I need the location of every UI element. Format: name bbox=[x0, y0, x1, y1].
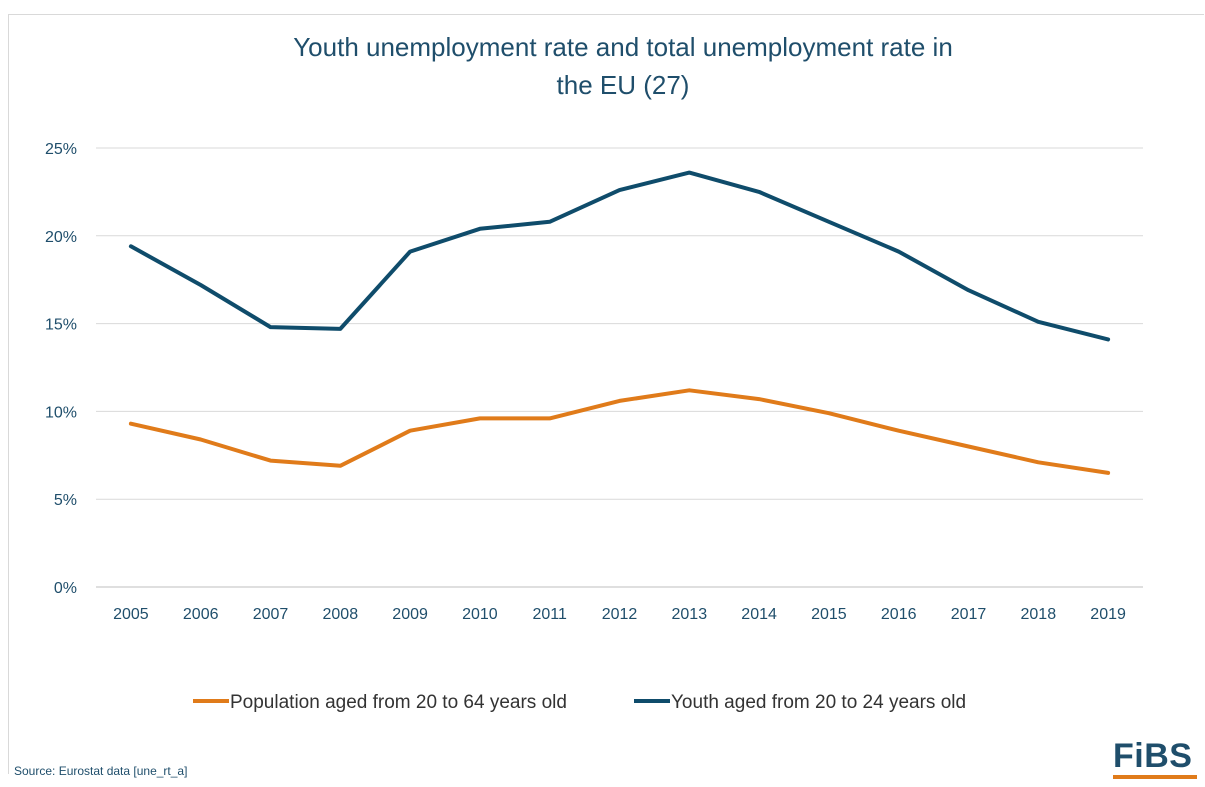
x-tick-label: 2017 bbox=[951, 606, 987, 623]
x-tick-label: 2005 bbox=[113, 606, 149, 623]
y-axis-ticks: 0% 5% 10% 15% 20% 25% bbox=[45, 141, 77, 597]
logo-underline bbox=[1113, 775, 1197, 779]
gridlines bbox=[96, 147, 1143, 588]
x-tick-label: 2016 bbox=[881, 606, 917, 623]
series-line-2 bbox=[128, 170, 1111, 342]
x-tick-label: 2018 bbox=[1021, 606, 1057, 623]
y-tick-label: 15% bbox=[45, 317, 77, 334]
y-tick-label: 0% bbox=[54, 580, 77, 597]
chart-frame bbox=[8, 14, 1204, 774]
x-axis-ticks: 2005 2006 2007 2008 2009 2010 2011 2012 2013 2014… bbox=[113, 606, 1126, 623]
x-tick-label: 2006 bbox=[183, 606, 219, 623]
y-tick-label: 25% bbox=[45, 141, 77, 158]
source-note: Source: Eurostat data [une_rt_a] bbox=[14, 764, 188, 778]
x-tick-label: 2011 bbox=[532, 606, 567, 623]
legend-label: Population aged from 20 to 64 years old bbox=[230, 692, 567, 713]
x-tick-label: 2012 bbox=[602, 606, 638, 623]
legend-label: Youth aged from 20 to 24 years old bbox=[671, 692, 966, 713]
x-tick-label: 2014 bbox=[741, 606, 777, 623]
series-lines bbox=[128, 170, 1111, 475]
x-tick-label: 2008 bbox=[323, 606, 359, 623]
chart-title-line-1: Youth unemployment rate and total unempl… bbox=[293, 32, 953, 62]
logo-text: FiBS bbox=[1113, 737, 1193, 775]
x-tick-label: 2009 bbox=[392, 606, 428, 623]
x-tick-label: 2013 bbox=[672, 606, 708, 623]
y-tick-label: 20% bbox=[45, 229, 77, 246]
series-line-1 bbox=[128, 388, 1111, 475]
y-tick-label: 10% bbox=[45, 404, 77, 421]
x-tick-label: 2010 bbox=[462, 606, 498, 623]
x-tick-label: 2007 bbox=[253, 606, 289, 623]
x-tick-label: 2015 bbox=[811, 606, 847, 623]
y-tick-label: 5% bbox=[54, 492, 77, 509]
chart-title-line-2: the EU (27) bbox=[557, 70, 690, 100]
legend: Population aged from 20 to 64 years old Y… bbox=[193, 692, 966, 713]
fibs-logo: FiBS bbox=[1113, 738, 1197, 782]
x-tick-label: 2019 bbox=[1090, 606, 1126, 623]
